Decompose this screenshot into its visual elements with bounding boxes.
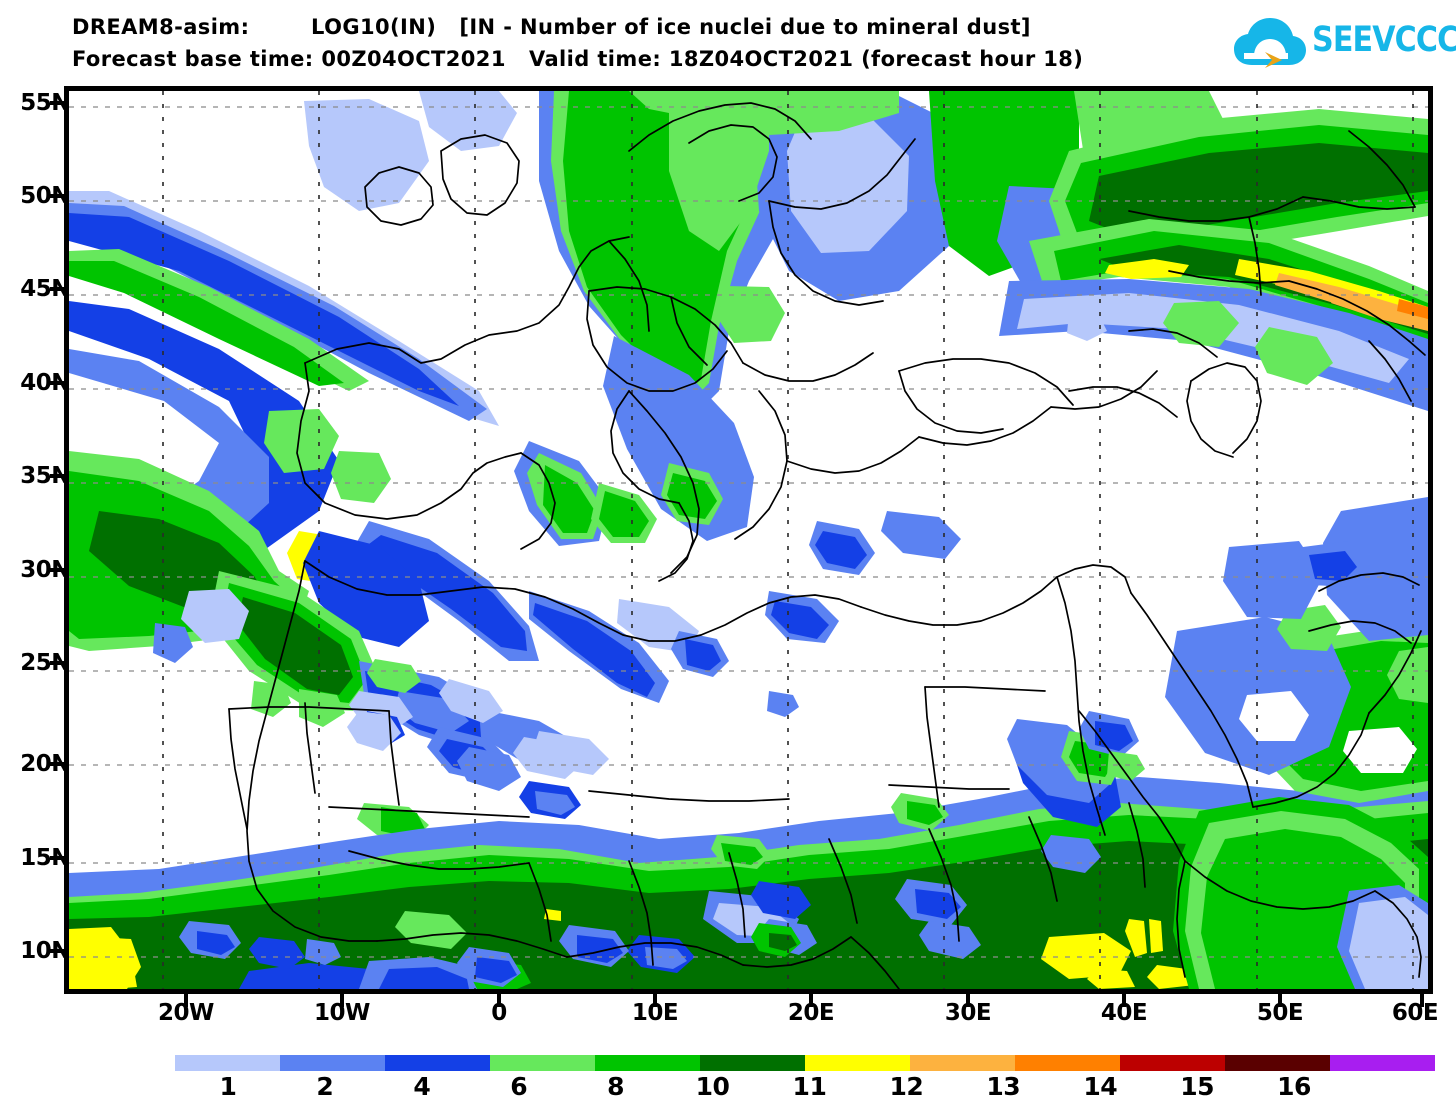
y-tick-mark bbox=[50, 856, 64, 860]
x-tick-mark bbox=[653, 994, 657, 1007]
y-tick-mark bbox=[50, 101, 64, 105]
contour-band-russia bbox=[1049, 109, 1428, 266]
x-tick-label: 50E bbox=[1256, 1000, 1304, 1026]
colorbar-tick-label: 4 bbox=[413, 1072, 431, 1101]
y-tick-mark bbox=[50, 661, 64, 665]
contour-band-british-isles bbox=[304, 91, 517, 211]
contour-small-patches bbox=[519, 691, 949, 957]
x-tick-mark bbox=[1420, 994, 1424, 1007]
y-tick-mark bbox=[50, 762, 64, 766]
y-tick-mark bbox=[50, 474, 64, 478]
page-title: DREAM8-asim: LOG10(IN) [IN - Number of i… bbox=[72, 15, 1031, 39]
colorbar-tick-label: 2 bbox=[316, 1072, 334, 1101]
contour-band-baltic bbox=[669, 91, 969, 343]
colorbar-tick-label: 13 bbox=[986, 1072, 1021, 1101]
colorbar-segment bbox=[1015, 1055, 1120, 1071]
colorbar-segment bbox=[1330, 1055, 1435, 1071]
colorbar-segment bbox=[175, 1055, 280, 1071]
y-tick-mark bbox=[50, 381, 64, 385]
colorbar-segment bbox=[385, 1055, 490, 1071]
contour-band-arabia bbox=[1165, 497, 1428, 803]
colorbar-segment bbox=[1225, 1055, 1330, 1071]
forecast-time-line: Forecast base time: 00Z04OCT2021 Valid t… bbox=[72, 47, 1084, 71]
contour-band-black-sea bbox=[999, 279, 1428, 411]
contour-band-sahara-patches bbox=[347, 659, 609, 841]
cloud-icon bbox=[1232, 16, 1308, 70]
y-tick-mark bbox=[50, 949, 64, 953]
contour-band-sahel-maxima bbox=[69, 909, 1231, 989]
x-tick-label: 0 bbox=[491, 1000, 507, 1026]
colorbar-segment bbox=[805, 1055, 910, 1071]
colorbar-tick-label: 16 bbox=[1277, 1072, 1311, 1101]
chart-header: DREAM8-asim: LOG10(IN) [IN - Number of i… bbox=[0, 0, 1456, 84]
y-tick-mark bbox=[50, 194, 64, 198]
gridlines bbox=[69, 106, 1428, 958]
dust-concentration-map bbox=[69, 91, 1428, 989]
colorbar-segment bbox=[700, 1055, 805, 1071]
colorbar bbox=[175, 1055, 1435, 1071]
x-tick-mark bbox=[1278, 994, 1282, 1007]
colorbar-tick-label: 11 bbox=[792, 1072, 827, 1101]
colorbar-tick-label: 6 bbox=[510, 1072, 528, 1101]
x-tick-label: 10W bbox=[314, 1000, 370, 1026]
x-tick-mark bbox=[497, 994, 501, 1007]
x-tick-label: 20W bbox=[158, 1000, 214, 1026]
colorbar-segment bbox=[1120, 1055, 1225, 1071]
seevccc-logo: SEEVCCC bbox=[1232, 14, 1456, 72]
x-tick-mark bbox=[1122, 994, 1126, 1007]
x-tick-label: 20E bbox=[787, 1000, 835, 1026]
plot-frame bbox=[64, 86, 1433, 994]
x-tick-label: 60E bbox=[1391, 1000, 1439, 1026]
y-tick-mark bbox=[50, 568, 64, 572]
contour-band-ne-atlantic bbox=[69, 191, 499, 426]
contour-band-mediterranean bbox=[354, 441, 961, 703]
colorbar-tick-label: 10 bbox=[695, 1072, 730, 1101]
x-tick-label: 40E bbox=[1100, 1000, 1148, 1026]
colorbar-segment bbox=[280, 1055, 385, 1071]
colorbar-segment bbox=[595, 1055, 700, 1071]
colorbar-segment bbox=[490, 1055, 595, 1071]
colorbar-tick-label: 1 bbox=[219, 1072, 237, 1101]
x-tick-mark bbox=[184, 994, 188, 1007]
coastlines bbox=[228, 102, 1426, 989]
x-tick-label: 30E bbox=[944, 1000, 992, 1026]
colorbar-tick-label: 12 bbox=[889, 1072, 924, 1101]
contour-band-central-asia-plume bbox=[1029, 219, 1428, 351]
colorbar-segment bbox=[910, 1055, 1015, 1071]
contour-band-red-sea bbox=[1007, 711, 1145, 873]
x-tick-mark bbox=[966, 994, 970, 1007]
y-tick-mark bbox=[50, 287, 64, 291]
logo-text: SEEVCCC bbox=[1312, 20, 1456, 60]
map-plot-area bbox=[64, 86, 1433, 994]
x-tick-mark bbox=[340, 994, 344, 1007]
colorbar-tick-label: 15 bbox=[1180, 1072, 1215, 1101]
x-tick-label: 10E bbox=[631, 1000, 679, 1026]
colorbar-tick-label: 8 bbox=[607, 1072, 625, 1101]
colorbar-tick-labels: 1 2 4 6 8 10 11 12 13 14 15 16 bbox=[175, 1072, 1435, 1106]
colorbar-tick-label: 14 bbox=[1083, 1072, 1118, 1101]
x-tick-mark bbox=[809, 994, 813, 1007]
